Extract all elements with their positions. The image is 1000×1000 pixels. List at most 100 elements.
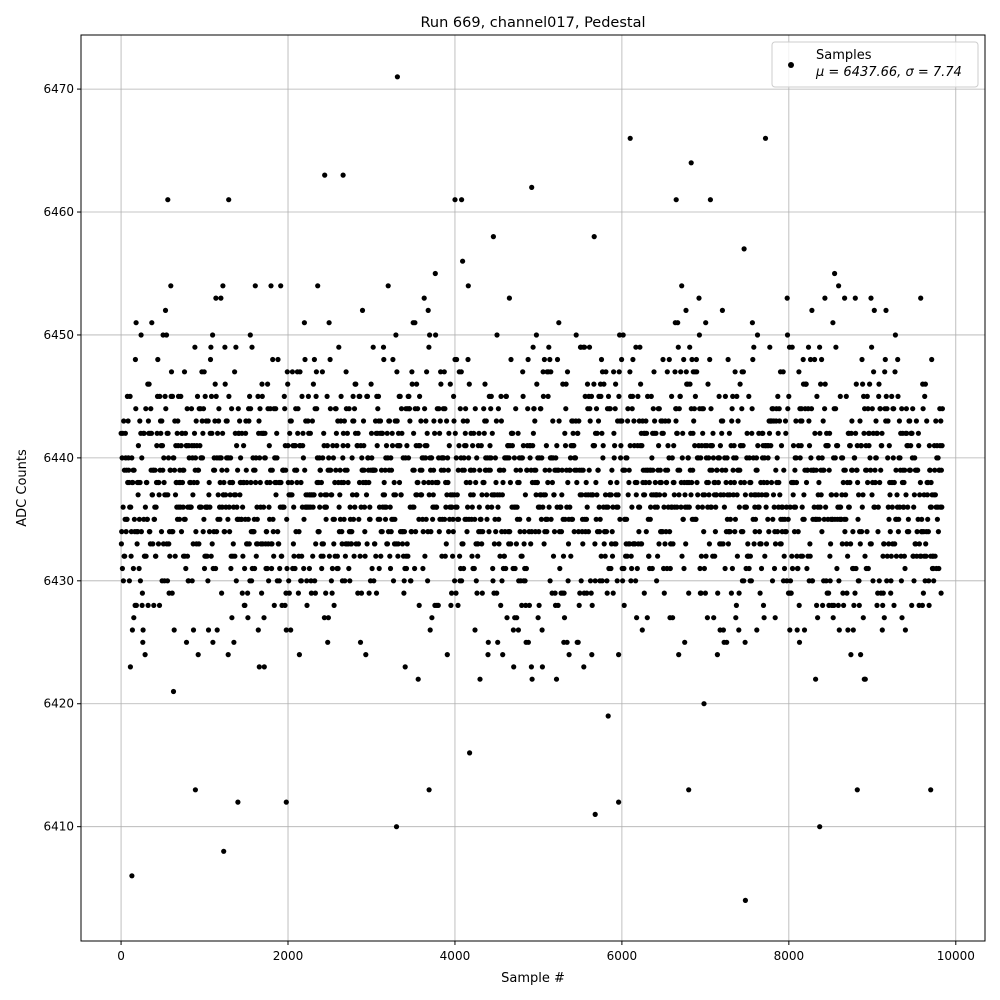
data-point	[625, 418, 631, 424]
data-point	[162, 307, 169, 313]
data-point	[714, 652, 721, 658]
data-point	[229, 406, 235, 412]
data-point	[367, 504, 373, 510]
data-point	[184, 553, 191, 559]
data-point	[465, 504, 471, 510]
data-point	[233, 344, 239, 350]
data-point	[476, 430, 482, 436]
data-point	[812, 430, 818, 436]
data-point	[345, 479, 351, 486]
data-point	[626, 479, 632, 486]
data-point	[421, 479, 427, 486]
data-point	[765, 516, 771, 522]
data-point	[796, 602, 802, 609]
data-point	[224, 418, 230, 424]
data-point	[724, 639, 730, 645]
data-point	[753, 455, 760, 461]
data-point	[461, 565, 467, 572]
data-point	[142, 652, 148, 658]
data-point	[793, 455, 799, 461]
data-point	[762, 553, 768, 559]
data-point	[931, 578, 937, 584]
data-point	[856, 578, 862, 584]
data-point	[416, 602, 422, 609]
data-point	[446, 529, 452, 535]
data-point	[390, 578, 397, 584]
data-point	[852, 295, 858, 301]
data-point	[388, 455, 394, 461]
data-point	[848, 652, 854, 658]
data-point	[884, 406, 890, 412]
data-point	[475, 553, 481, 559]
data-point	[284, 516, 290, 522]
data-point	[879, 443, 885, 449]
data-point	[902, 467, 908, 473]
data-point-outlier	[192, 787, 198, 793]
data-point	[676, 406, 682, 412]
data-point	[248, 479, 254, 486]
data-point	[341, 516, 347, 522]
data-point	[252, 283, 258, 289]
data-point	[235, 467, 241, 473]
data-point	[727, 529, 733, 535]
data-point	[255, 393, 261, 399]
data-point	[861, 393, 867, 399]
data-point	[599, 430, 605, 436]
data-point	[872, 467, 878, 473]
data-point	[570, 430, 576, 436]
data-point	[558, 529, 565, 535]
data-point	[613, 381, 619, 387]
data-point	[425, 307, 431, 313]
data-point	[484, 492, 490, 498]
data-point	[443, 541, 449, 547]
data-point	[460, 418, 466, 424]
data-point	[671, 492, 677, 498]
data-point	[171, 627, 177, 633]
data-point	[773, 467, 779, 473]
data-point	[135, 529, 141, 535]
data-point	[224, 467, 230, 473]
data-point	[377, 418, 384, 424]
data-point	[330, 455, 336, 461]
data-point	[864, 393, 870, 399]
data-point	[442, 553, 448, 559]
data-point	[891, 406, 897, 412]
data-point	[609, 529, 615, 535]
data-point	[333, 467, 339, 473]
data-point	[749, 320, 756, 326]
data-point	[713, 504, 719, 510]
data-point	[269, 565, 275, 572]
data-point	[605, 713, 611, 719]
data-point	[435, 602, 441, 609]
data-point	[544, 529, 550, 535]
data-point	[247, 393, 253, 399]
data-point	[183, 565, 189, 572]
data-point	[895, 529, 902, 535]
data-point	[449, 504, 455, 510]
axis-ticks: 0 2000 4000 6000 8000 10000641064206430644064…	[43, 82, 974, 963]
data-point	[243, 430, 249, 436]
data-point	[327, 356, 333, 363]
data-point	[796, 369, 802, 375]
data-point	[434, 504, 440, 510]
data-point	[691, 406, 698, 412]
data-point-outlier	[817, 824, 823, 830]
data-point	[926, 578, 932, 584]
data-point	[510, 627, 516, 633]
data-point	[756, 529, 763, 535]
data-point	[725, 356, 731, 363]
data-point	[864, 467, 870, 473]
data-point	[530, 430, 537, 436]
data-point	[728, 590, 735, 596]
data-point	[932, 467, 938, 473]
data-point	[561, 615, 568, 621]
data-point	[592, 578, 598, 584]
data-point	[441, 369, 447, 375]
data-point	[480, 529, 486, 535]
data-point	[816, 455, 822, 461]
data-point	[441, 455, 447, 461]
data-point	[122, 553, 128, 559]
data-point	[842, 467, 848, 473]
data-point	[771, 504, 777, 510]
data-point	[790, 492, 796, 498]
